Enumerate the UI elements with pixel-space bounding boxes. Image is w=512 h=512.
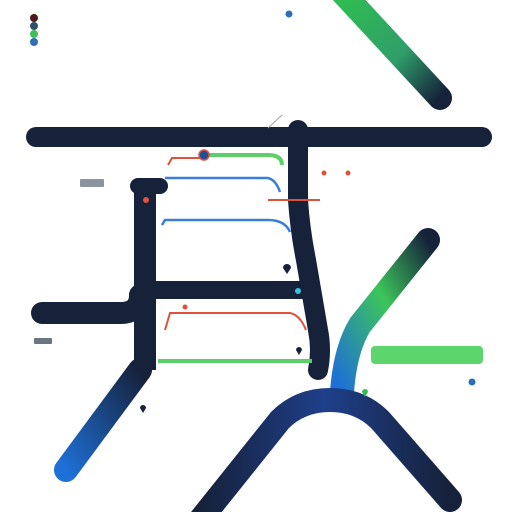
track-left-branch xyxy=(42,295,140,313)
map-pin-icon xyxy=(140,405,146,413)
node-icon xyxy=(346,171,351,176)
node-icon xyxy=(295,288,301,294)
track-green-diagonal xyxy=(340,0,440,98)
track-right-diagonal xyxy=(342,240,428,392)
route-blue-upper xyxy=(165,178,280,192)
node-icon xyxy=(143,197,149,203)
node-icon xyxy=(286,11,293,18)
route-blue-lower xyxy=(162,220,290,232)
green-button[interactable] xyxy=(371,346,483,364)
node-icon xyxy=(183,305,188,310)
route-red-mid xyxy=(165,313,306,330)
node-icon xyxy=(469,379,476,386)
route-green-top xyxy=(205,155,282,165)
map-pin-icon xyxy=(296,347,302,355)
node-icon[interactable] xyxy=(199,150,209,160)
node-icon xyxy=(322,171,327,176)
track-left-diagonal xyxy=(66,370,140,470)
gray-button[interactable] xyxy=(80,179,104,187)
track-bottom-arc xyxy=(200,400,450,512)
gray-tag xyxy=(34,338,52,344)
track-center-trunk xyxy=(298,130,320,370)
route-thin-connector xyxy=(268,115,282,128)
map-pin-icon xyxy=(283,264,291,274)
